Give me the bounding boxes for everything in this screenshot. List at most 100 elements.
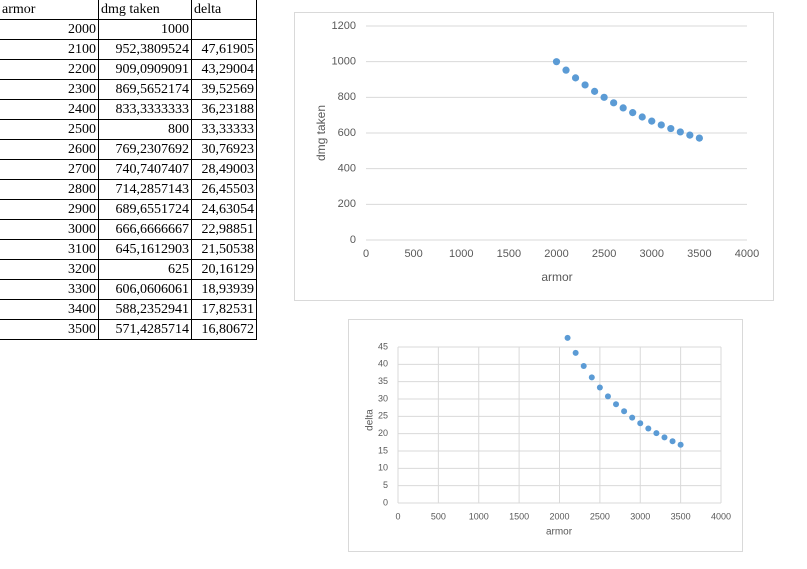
table-cell: 2000 xyxy=(0,19,99,40)
scatter-point xyxy=(669,438,676,445)
scatter-point xyxy=(596,384,603,391)
x-tick-label: 2000 xyxy=(549,511,569,521)
scatter-point xyxy=(638,113,646,121)
scatter-point xyxy=(571,74,580,82)
scatter-point xyxy=(564,334,571,341)
table-row: 3200 625 20,16129 xyxy=(0,259,257,280)
table-cell: 3500 xyxy=(0,319,99,340)
table-row: 2000 1000 xyxy=(0,19,257,40)
x-tick-label: 1500 xyxy=(497,248,521,260)
table-cell: 24,63054 xyxy=(191,199,257,220)
scatter-point xyxy=(645,425,652,432)
chart-frame xyxy=(348,319,743,552)
y-tick-label: 35 xyxy=(378,376,388,386)
table-cell: 33,33333 xyxy=(191,119,257,140)
table-cell: 22,98851 xyxy=(191,219,257,240)
table-cell: 2500 xyxy=(0,119,99,140)
data-table: armor dmg taken delta 2000 1000 2100 952,38095… xyxy=(0,0,257,340)
table-cell: 26,45503 xyxy=(191,179,257,200)
table-cell: 1000 xyxy=(98,19,192,40)
scatter-point xyxy=(600,93,608,101)
x-tick-label: 4000 xyxy=(735,248,759,260)
y-tick-label: 40 xyxy=(378,359,388,369)
table-cell: 2800 xyxy=(0,179,99,200)
table-cell: 20,16129 xyxy=(191,259,257,280)
table-cell: 16,80672 xyxy=(191,319,257,340)
scatter-point xyxy=(591,87,599,95)
y-axis-label: delta xyxy=(365,409,376,431)
table-row: 2300 869,5652174 39,52569 xyxy=(0,79,257,100)
scatter-point xyxy=(619,104,627,112)
scatter-point xyxy=(610,99,618,107)
x-tick-label: 3000 xyxy=(630,511,650,521)
table-cell: 571,4285714 xyxy=(98,319,192,340)
y-tick-label: 200 xyxy=(338,198,356,210)
table-cell: 30,76923 xyxy=(191,139,257,160)
scatter-point xyxy=(552,58,561,66)
table-cell: 2700 xyxy=(0,159,99,180)
table-row: 2700 740,7407407 28,49003 xyxy=(0,159,257,180)
y-tick-label: 0 xyxy=(350,234,356,246)
table-cell: 2400 xyxy=(0,99,99,120)
table-cell: 3300 xyxy=(0,279,99,300)
scatter-point xyxy=(613,401,620,408)
table-cell: 28,49003 xyxy=(191,159,257,180)
table-cell: 43,29004 xyxy=(191,59,257,80)
table-cell: 714,2857143 xyxy=(98,179,192,200)
scatter-point xyxy=(621,408,628,415)
table-cell: 17,82531 xyxy=(191,299,257,320)
table-cell: 18,93939 xyxy=(191,279,257,300)
scatter-point xyxy=(676,128,684,136)
table-row: 2100 952,3809524 47,61905 xyxy=(0,39,257,60)
y-tick-label: 10 xyxy=(378,463,388,473)
x-tick-label: 1000 xyxy=(469,511,489,521)
y-tick-label: 45 xyxy=(378,341,388,351)
table-cell xyxy=(191,19,257,40)
x-tick-label: 3000 xyxy=(640,248,664,260)
x-tick-label: 4000 xyxy=(711,511,731,521)
chart-frame xyxy=(294,12,774,301)
y-tick-label: 5 xyxy=(383,480,388,490)
table-cell: 606,0606061 xyxy=(98,279,192,300)
scatter-point xyxy=(648,117,656,125)
scatter-point xyxy=(695,134,703,142)
scatter-point xyxy=(581,81,589,89)
scatter-point xyxy=(637,420,644,427)
x-tick-label: 2500 xyxy=(592,248,616,260)
table-cell: 588,2352941 xyxy=(98,299,192,320)
x-tick-label: 2000 xyxy=(544,248,568,260)
table-row: 2400 833,3333333 36,23188 xyxy=(0,99,257,120)
table-row: 2800 714,2857143 26,45503 xyxy=(0,179,257,200)
table-row: 3400 588,2352941 17,82531 xyxy=(0,299,257,320)
scatter-point xyxy=(588,374,595,381)
table-row: 3500 571,4285714 16,80672 xyxy=(0,319,257,340)
table-cell: 2200 xyxy=(0,59,99,80)
table-cell: 3200 xyxy=(0,259,99,280)
table-cell: 2100 xyxy=(0,39,99,60)
scatter-point xyxy=(572,349,579,356)
table-body: armor dmg taken delta 2000 1000 2100 952,38095… xyxy=(0,0,257,340)
table-cell: 769,2307692 xyxy=(98,139,192,160)
scatter-point xyxy=(686,131,694,139)
table-row: 3000 666,6666667 22,98851 xyxy=(0,219,257,240)
scatter-point xyxy=(562,66,570,74)
scatter-point xyxy=(657,121,665,129)
y-tick-label: 400 xyxy=(338,163,356,175)
table-cell: 740,7407407 xyxy=(98,159,192,180)
table-row: 3300 606,0606061 18,93939 xyxy=(0,279,257,300)
table-cell: 2600 xyxy=(0,139,99,160)
table-row: armor dmg taken delta xyxy=(0,0,257,20)
table-cell: 2300 xyxy=(0,79,99,100)
scatter-point xyxy=(667,124,675,133)
table-cell: armor xyxy=(0,0,99,20)
table-cell: delta xyxy=(191,0,257,20)
x-axis-label: armor xyxy=(541,270,572,284)
table-cell: 2900 xyxy=(0,199,99,220)
x-tick-label: 0 xyxy=(363,248,369,260)
table-cell: 800 xyxy=(98,119,192,140)
table-row: 2200 909,0909091 43,29004 xyxy=(0,59,257,80)
x-tick-label: 500 xyxy=(431,511,446,521)
x-tick-label: 1000 xyxy=(449,248,473,260)
